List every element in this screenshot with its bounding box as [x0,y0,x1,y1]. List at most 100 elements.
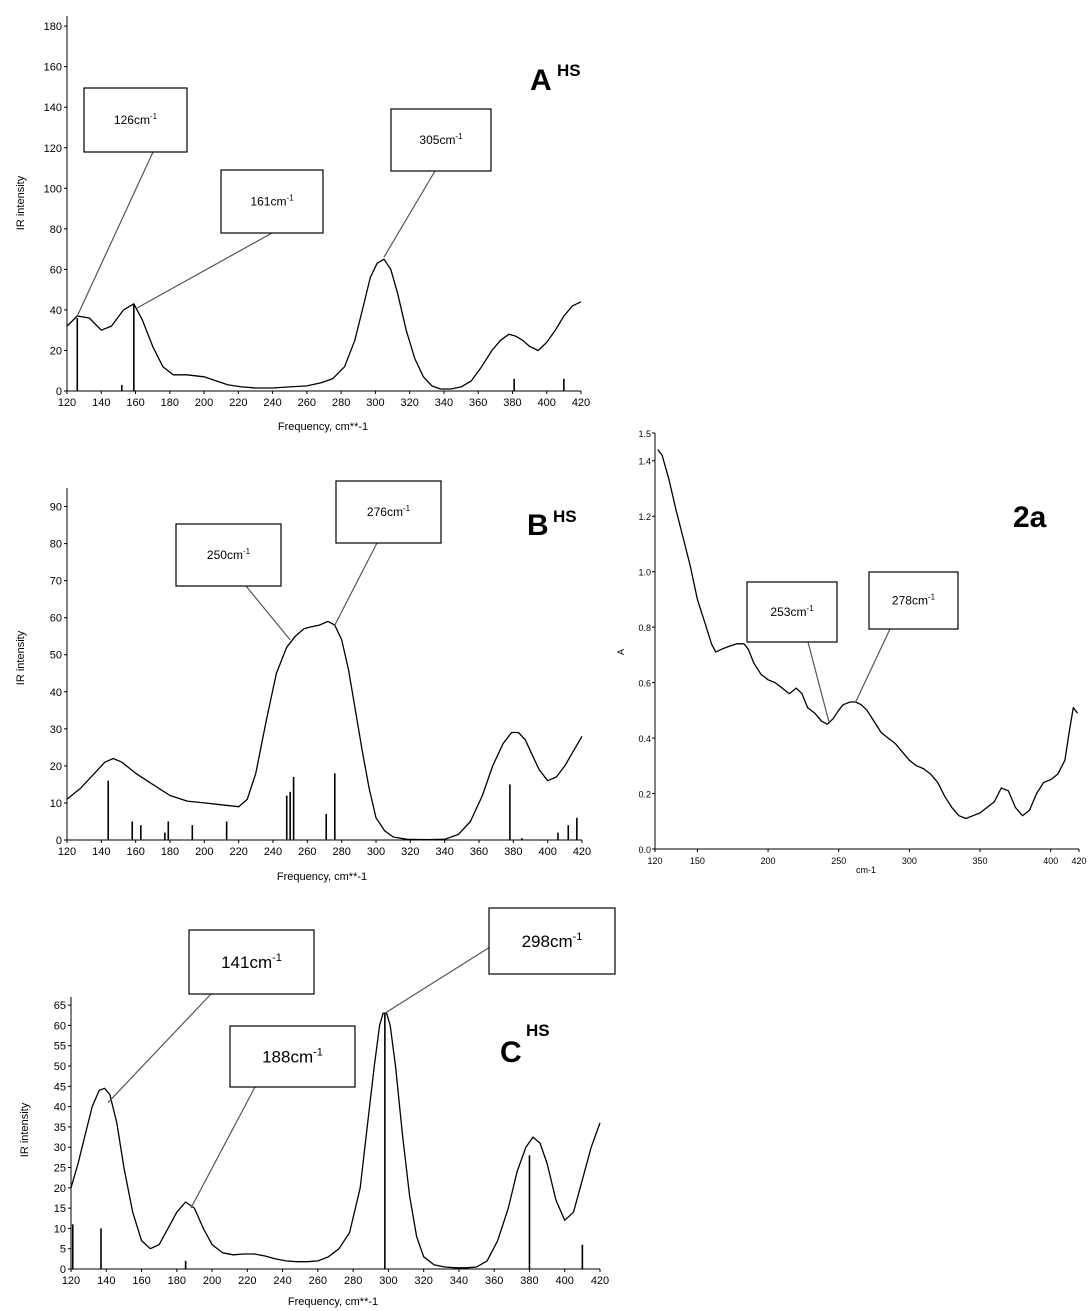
panel-a-annotation-label: 305cm-1 [419,132,463,147]
panel-c-y-tick-label: 50 [54,1061,66,1073]
panel-b-annotation-box [335,480,442,544]
panel-2a-y-tick-label: 1.2 [638,512,651,522]
panel-b-x-axis-title: Frequency, cm**-1 [277,871,367,883]
panel-b-x-tick-label: 380 [504,846,522,858]
panel-2a-x-tick-label: 420 [1071,856,1086,866]
panel-c-x-tick-label: 160 [132,1275,150,1287]
panel-b-x-tick-label: 220 [229,846,247,858]
panel-b-annotation-label: 276cm-1 [367,504,411,519]
panel-b-spectrum-line [66,620,583,841]
panel-a-y-tick-label: 80 [50,224,62,236]
panel-a-y-tick-label: 120 [44,143,62,155]
panel-b-chart: B HS 0 10 20 30 40 50 60 70 80 90 120 140 160 180 200 2… [15,480,591,883]
panel-b-x-tick-label: 300 [367,846,385,858]
panel-a-y-tick-label: 60 [50,264,62,276]
panel-b-x-tick-label: 160 [126,846,144,858]
panel-a-x-tick-label: 160 [126,397,144,409]
panel-c-title-sup: HS [526,1021,550,1040]
panel-2a-y-tick-label: 1.5 [638,429,651,439]
panel-b-y-tick-label: 50 [50,650,62,662]
panel-2a-y-axis-title: A [616,649,626,655]
panel-c-annotation-label: 141cm-1 [221,952,282,972]
panel-2a-x-tick-label: 250 [831,856,846,866]
panel-c-y-tick-label: 25 [54,1163,66,1175]
panel-a-x-tick-label: 180 [161,397,179,409]
panel-a-x-tick-label: 240 [263,397,281,409]
panel-a-y-tick-label: 0 [56,386,62,398]
panel-2a-x-tick-label: 150 [690,856,705,866]
panel-b-x-tick-label: 420 [573,846,591,858]
panel-b-y-tick-label: 10 [50,798,62,810]
panel-b-y-tick-label: 30 [50,724,62,736]
panel-2a-x-tick-label: 300 [902,856,917,866]
panel-b-x-tick-label: 240 [264,846,282,858]
panel-b-y-tick-label: 60 [50,613,62,625]
panel-c-y-tick-label: 5 [60,1244,66,1256]
panel-b-y-tick-label: 80 [50,539,62,551]
panel-2a-y-tick-label: 1.0 [638,568,651,578]
panel-b-x-tick-label: 120 [58,846,76,858]
panel-c-x-tick-label: 300 [379,1275,397,1287]
panel-a-y-tick-label: 20 [50,345,62,357]
panel-c-annotation-label: 298cm-1 [522,931,583,951]
panel-c-x-tick-label: 260 [309,1275,327,1287]
panel-a-annotation-leader [76,151,154,317]
panel-c-y-tick-label: 35 [54,1122,66,1134]
panel-c-y-tick-label: 0 [60,1264,66,1276]
panel-2a-x-tick-label: 200 [761,856,776,866]
panel-a-annotation-leader [383,170,436,258]
panel-c-x-tick-label: 380 [520,1275,538,1287]
panel-c-x-tick-label: 280 [344,1275,362,1287]
panel-a-x-tick-label: 140 [92,397,110,409]
panel-c-y-tick-label: 60 [54,1020,66,1032]
panel-c-annotation-leader [384,946,491,1014]
panel-b-y-tick-label: 0 [56,835,62,847]
panel-b-x-tick-label: 320 [401,846,419,858]
panel-2a-y-tick-label: 0.6 [638,679,651,689]
panel-c-chart: C HS 0 5 10 15 20 25 30 35 40 45 50 55 60 65 120 140 160… [19,907,616,1308]
panel-c-x-tick-label: 220 [238,1275,256,1287]
panel-a-y-tick-label: 160 [44,62,62,74]
panel-b-y-axis-title: IR intensity [15,630,27,685]
panel-b-x-tick-label: 260 [298,846,316,858]
panel-2a-annotation-label: 278cm-1 [892,593,936,608]
panel-c-y-tick-label: 40 [54,1102,66,1114]
panel-b-x-tick-label: 280 [332,846,350,858]
panel-a-x-axis-title: Frequency, cm**-1 [278,421,368,433]
panel-b-x-tick-label: 360 [470,846,488,858]
panel-b-x-tick-label: 140 [92,846,110,858]
panel-a-chart: A HS 0 20 40 60 80 100 120 140 160 180 120 140 160 18… [15,16,590,433]
panel-a-y-tick-label: 180 [44,21,62,33]
panel-a-annotation-label: 161cm-1 [250,194,294,209]
panel-c-spectrum-line [70,1012,601,1269]
panel-b-title: B [527,509,549,542]
panel-a-x-tick-label: 420 [572,397,590,409]
panel-2a-y-tick-label: 0.8 [638,623,651,633]
panel-b-x-tick-label: 180 [161,846,179,858]
panel-2a-x-tick-label: 400 [1043,856,1058,866]
panel-2a-annotation-leader [855,628,891,703]
panel-c-annotation-box [188,929,315,995]
panel-2a-y-tick-label: 0.4 [638,734,651,744]
panel-c-y-tick-label: 65 [54,1000,66,1012]
panel-c-x-tick-label: 420 [591,1275,609,1287]
panel-c-x-tick-label: 140 [97,1275,115,1287]
panel-c-annotation-label: 188cm-1 [262,1047,323,1067]
panel-c-x-tick-label: 340 [450,1275,468,1287]
panel-2a-annotation-box [746,581,838,643]
panel-b-title-sup: HS [553,507,577,526]
panel-c-x-tick-label: 320 [414,1275,432,1287]
panel-b-annotation-leader [334,542,378,626]
panel-a-annotation-box [83,87,188,153]
panel-a-title: A [530,64,552,97]
panel-c-y-tick-label: 45 [54,1081,66,1093]
panel-b-x-tick-label: 200 [195,846,213,858]
panel-b-annotation-box [175,523,282,587]
panel-a-annotation-box [220,169,324,234]
panel-a-title-sup: HS [557,61,581,80]
panel-2a-spectrum-line [657,449,1079,820]
panel-c-annotation-box [488,907,616,975]
panel-a-spectrum-line [66,258,582,390]
panel-b-x-tick-label: 340 [435,846,453,858]
